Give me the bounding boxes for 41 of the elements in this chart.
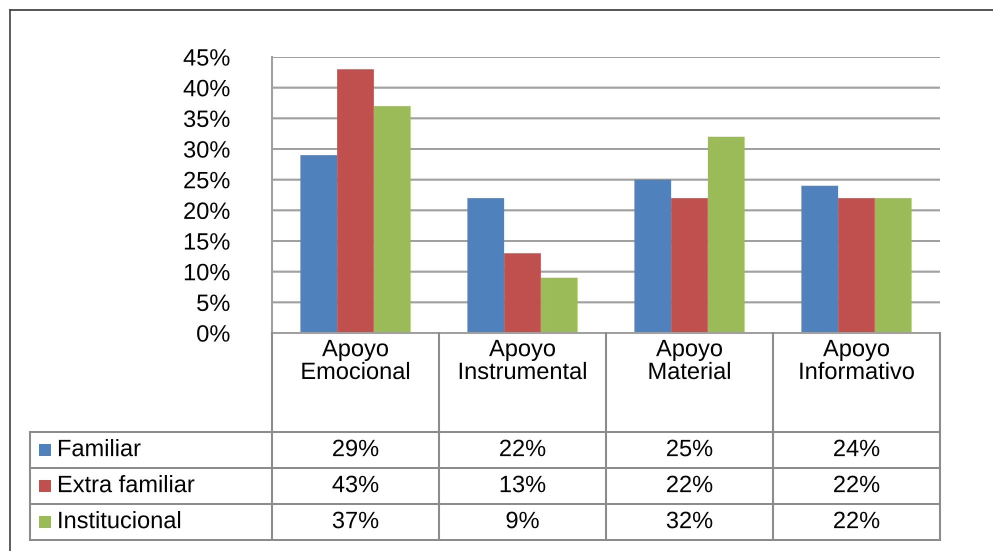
data-label: 32% [666, 512, 712, 528]
data-label: 24% [834, 440, 880, 456]
y-tick-label: 15% [184, 233, 230, 250]
bar [374, 106, 411, 333]
legend-label: Institucional [59, 510, 180, 528]
bar [708, 136, 745, 333]
bar [504, 253, 541, 333]
data-label: 22% [834, 476, 880, 492]
data-label: 22% [834, 512, 880, 528]
bar [540, 278, 578, 333]
data-label: 22% [500, 440, 546, 456]
bar [300, 155, 338, 333]
x-tick-label: Apoyo Instrumental [460, 340, 586, 380]
y-tick-label: 20% [184, 202, 230, 220]
data-label: 29% [333, 440, 378, 456]
y-tick-label: 45% [184, 49, 230, 66]
data-label: 25% [667, 440, 712, 456]
bar [671, 198, 708, 333]
bar [838, 198, 875, 333]
y-tick-label: 35% [184, 110, 230, 128]
data-label: 37% [332, 512, 378, 528]
bar [467, 198, 504, 333]
x-tick-label: Apoyo Emocional [302, 340, 410, 380]
y-tick-label: 0% [197, 325, 230, 342]
bar [874, 198, 912, 333]
legend-label: Extra familiar [58, 474, 194, 492]
x-tick-label: Apoyo Informativo [800, 340, 914, 380]
data-label: 22% [667, 476, 712, 492]
data-label: 43% [332, 476, 378, 492]
legend-label: Familiar [58, 438, 141, 456]
bar [634, 180, 672, 333]
x-tick-label: Apoyo Material [649, 340, 730, 380]
bar [801, 186, 838, 333]
y-tick-label: 40% [184, 80, 230, 96]
bar [337, 69, 374, 333]
y-tick-label: 10% [184, 264, 230, 280]
data-label: 9% [506, 512, 539, 528]
y-tick-label: 5% [197, 294, 230, 312]
y-tick-label: 25% [184, 172, 230, 188]
data-label: 13% [500, 476, 546, 492]
y-tick-label: 30% [184, 141, 230, 158]
